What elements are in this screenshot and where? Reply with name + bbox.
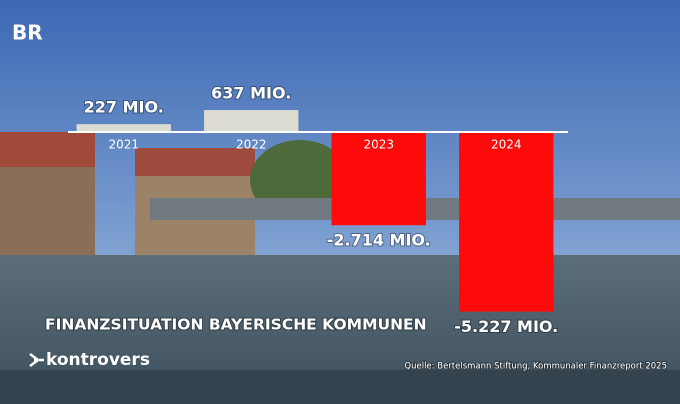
show-arrow [29, 353, 44, 367]
value-label: 227 MIO. [84, 98, 164, 117]
bar [331, 131, 426, 226]
source: Quelle: Bertelsmann Stiftung, Kommunaler… [404, 362, 667, 372]
value-label: -5.227 MIO. [454, 317, 558, 336]
logo: BR [12, 21, 43, 45]
bar [76, 124, 171, 132]
x-tick-label: 2021 [108, 137, 139, 151]
x-tick-label: 2023 [363, 137, 394, 151]
roof [135, 148, 255, 176]
chart-title: FINANZSITUATION BAYERISCHE KOMMUNEN [45, 316, 427, 334]
bar [459, 131, 554, 312]
x-tick-label: 2022 [236, 137, 267, 151]
show-name: kontrovers [46, 350, 150, 370]
value-label: 637 MIO. [211, 84, 291, 103]
value-label: -2.714 MIO. [327, 231, 431, 250]
x-tick-label: 2024 [491, 137, 522, 151]
bar [204, 110, 299, 132]
roof [0, 132, 95, 167]
river-dark [0, 370, 680, 404]
